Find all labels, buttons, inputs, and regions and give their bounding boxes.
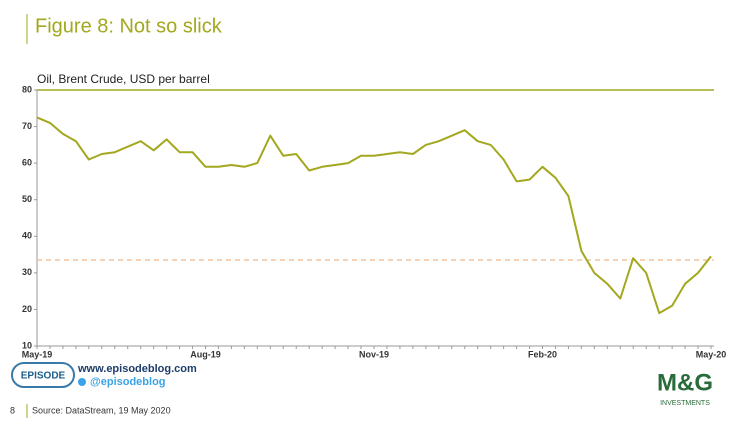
chart-subtitle: Oil, Brent Crude, USD per barrel: [37, 72, 210, 86]
episode-logo: EPISODE: [21, 371, 66, 382]
y-tick-label: 40: [22, 231, 32, 241]
twitter-icon: [78, 378, 86, 386]
y-tick-label: 10: [22, 340, 32, 350]
website: www.episodeblog.com: [77, 363, 197, 375]
source: Source: DataStream, 19 May 2020: [32, 405, 171, 415]
x-tick-label: May-19: [22, 349, 53, 359]
chart-title: Figure 8: Not so slick: [35, 15, 223, 37]
y-tick-label: 30: [22, 267, 32, 277]
x-tick-label: Nov-19: [359, 349, 389, 359]
episode-badge: [11, 362, 75, 388]
y-tick-label: 60: [22, 158, 32, 168]
twitter: @episodeblog: [90, 376, 166, 388]
mg-sub: INVESTMENTS: [660, 400, 710, 407]
y-tick-label: 50: [22, 194, 32, 204]
x-tick-label: Feb-20: [528, 349, 557, 359]
x-tick-label: Aug-19: [190, 349, 221, 359]
mg-logo: M&G: [657, 369, 713, 396]
y-tick-label: 80: [22, 84, 32, 94]
x-tick-label: May-20: [696, 349, 727, 359]
y-tick-label: 20: [22, 304, 32, 314]
page-number: 8: [10, 405, 15, 415]
y-tick-label: 70: [22, 121, 32, 131]
price-line: [36, 116, 712, 315]
